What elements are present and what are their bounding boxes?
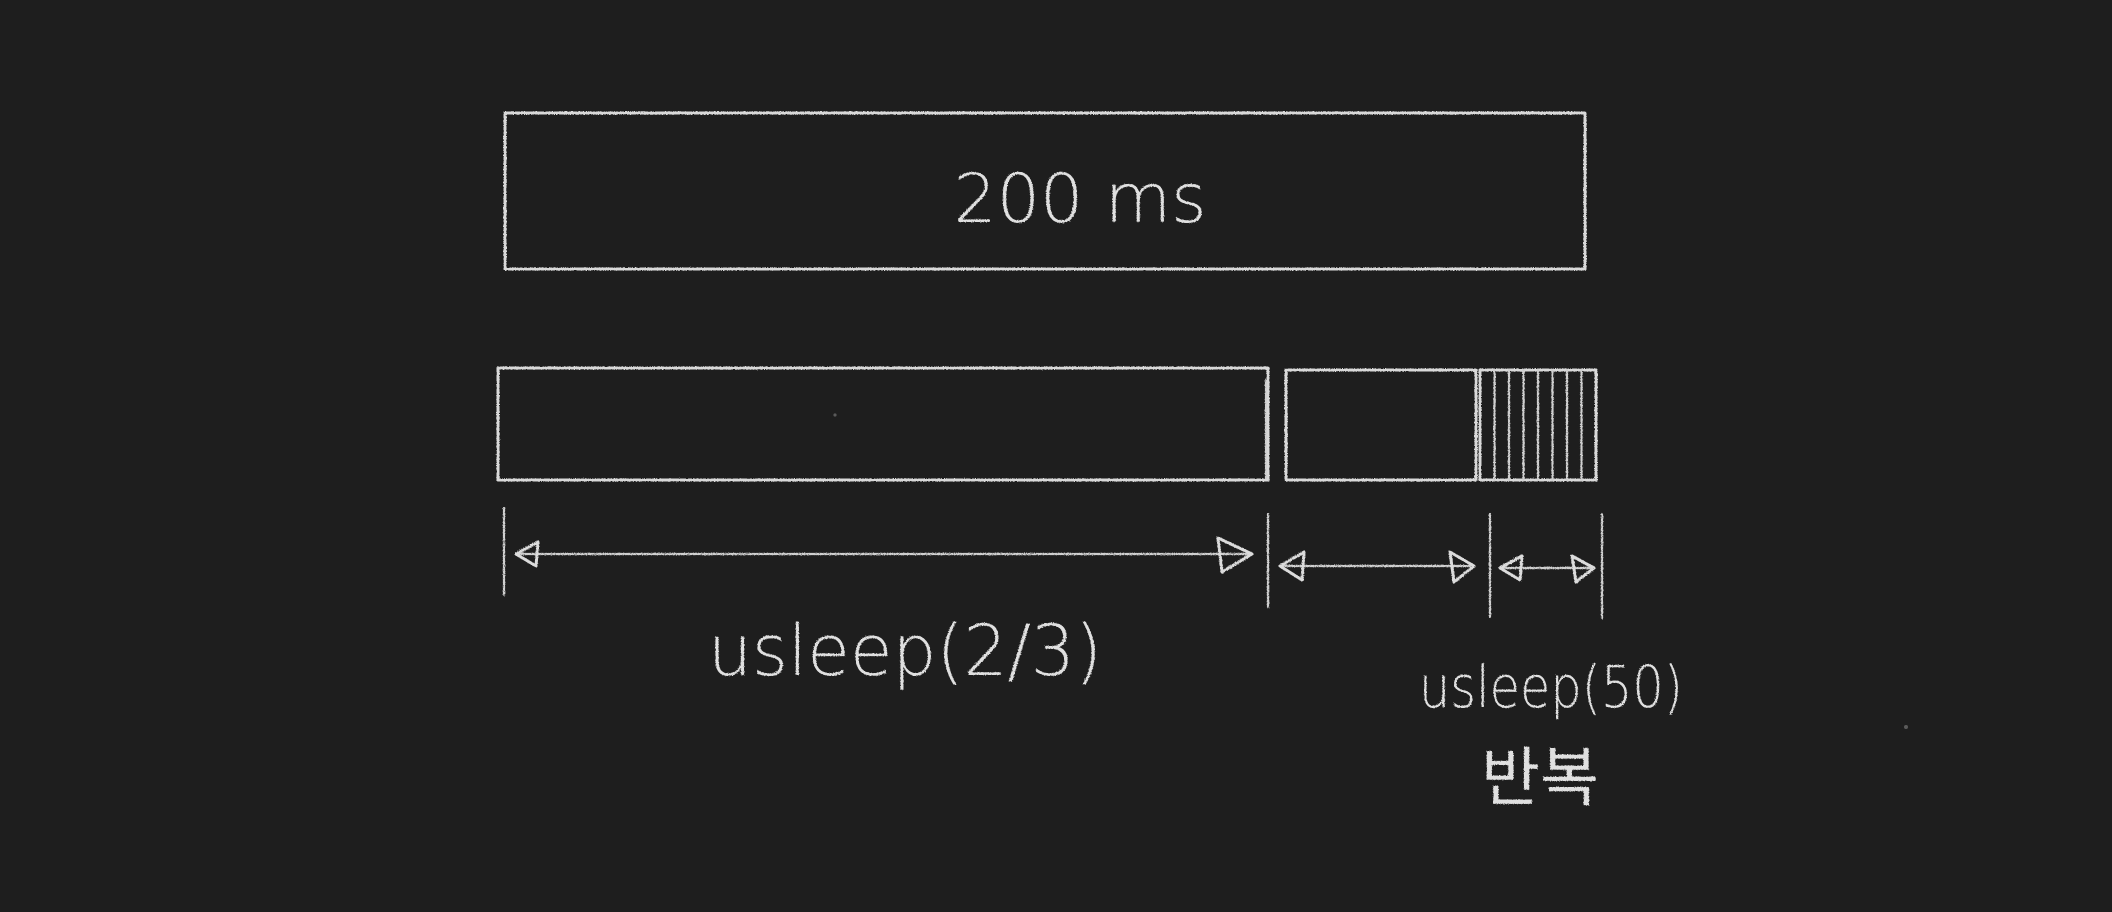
arrowhead-left-icon: [1498, 554, 1524, 582]
segment-short-sleep: [1284, 368, 1478, 482]
chalk-speck: [833, 413, 837, 417]
segment-repeat-block: [1478, 368, 1598, 482]
total-duration-box: [503, 111, 1587, 271]
arrowhead-right-icon: [1448, 550, 1476, 584]
arrowhead-left-icon: [514, 540, 540, 568]
second-span-note: 반복: [1481, 742, 1599, 816]
arrowhead-right-icon: [1570, 554, 1596, 584]
arrowhead-left-icon: [1278, 550, 1306, 582]
total-duration-label: 200 ms: [953, 160, 1206, 239]
arrowhead-right-icon: [1216, 536, 1254, 574]
chalk-speck: [1904, 725, 1908, 729]
second-span-label: usleep(50): [1419, 653, 1683, 721]
first-span-label: usleep(2/3): [708, 610, 1102, 692]
segment-long-sleep: [496, 366, 1270, 482]
